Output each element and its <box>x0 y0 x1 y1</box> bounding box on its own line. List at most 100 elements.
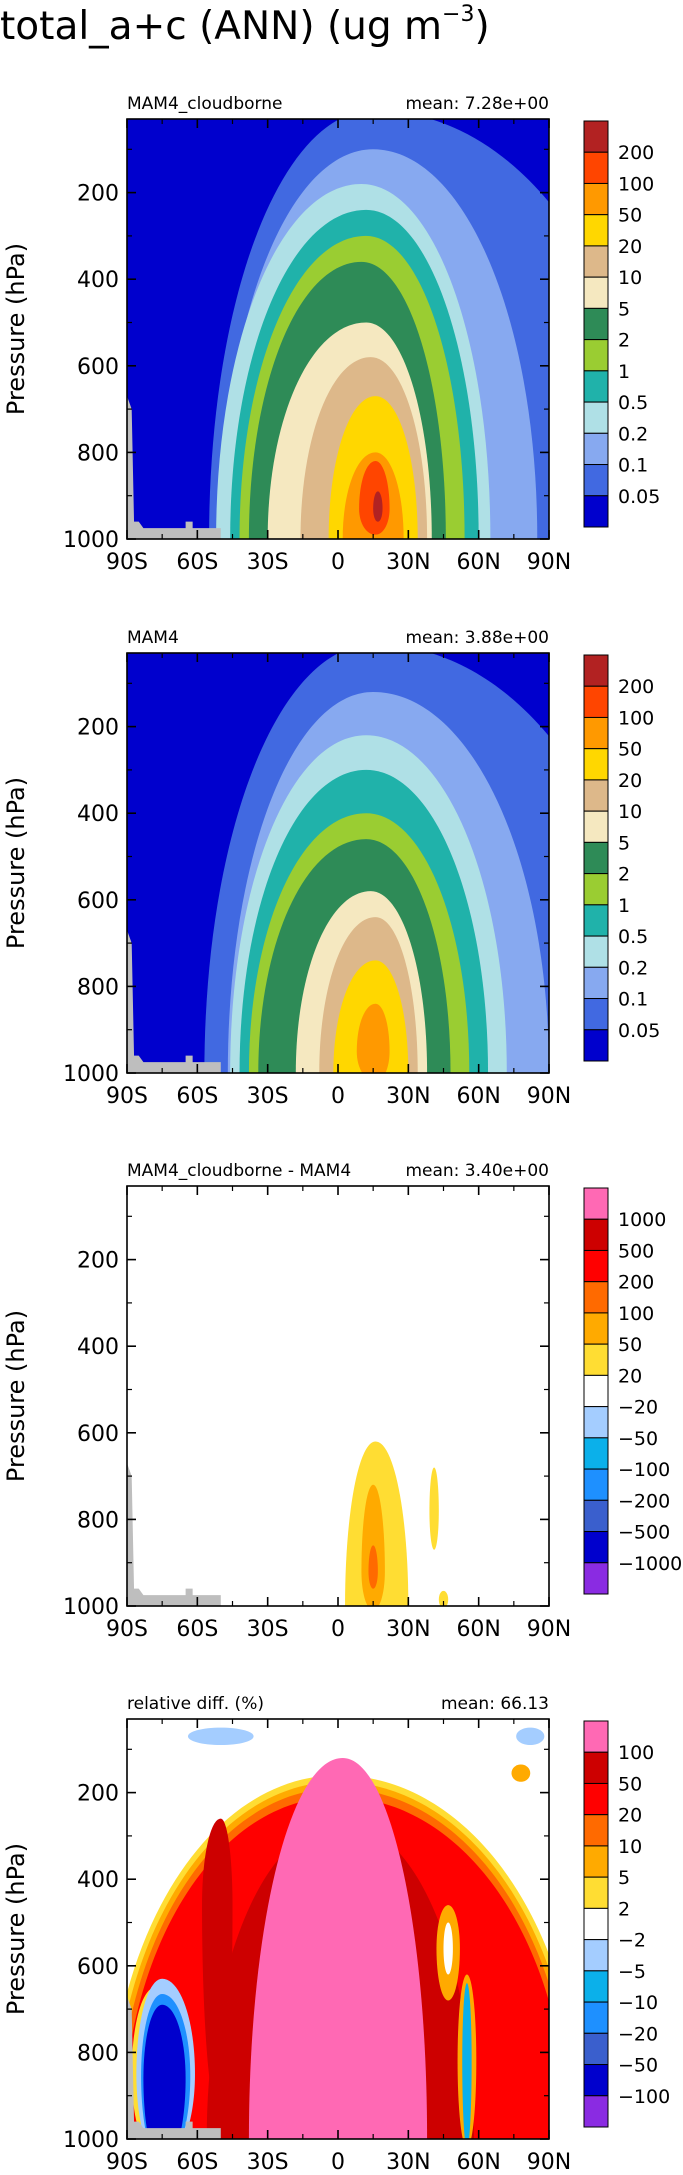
x-tick-label: 90N <box>527 2150 571 2175</box>
y-tick-label: 200 <box>77 182 119 207</box>
legend-swatch <box>583 1312 609 1345</box>
y-tick-label: 600 <box>77 1955 119 1980</box>
legend-swatch <box>583 1468 609 1501</box>
legend-swatch <box>583 120 609 153</box>
legend-label: 0.05 <box>618 486 660 508</box>
y-tick-label: 600 <box>77 355 119 380</box>
x-tick-label: 60S <box>176 1617 218 1642</box>
legend-swatch <box>583 779 609 812</box>
legend-swatch <box>583 432 609 466</box>
legend-label: 50 <box>618 1334 642 1356</box>
legend-swatch <box>583 1029 609 1062</box>
x-tick-label: 60N <box>456 2150 500 2175</box>
legend-label: 10 <box>618 801 642 823</box>
legend-swatch <box>583 1218 609 1251</box>
legend-swatch <box>583 810 609 843</box>
legend-label: 20 <box>618 1805 642 1827</box>
legend-label: −100 <box>618 1459 670 1481</box>
legend-label: 50 <box>618 739 642 761</box>
panel-title-right: mean: 66.13 <box>441 1694 549 1714</box>
x-tick-label: 90S <box>106 1084 148 1109</box>
x-tick-label: 30S <box>247 1084 289 1109</box>
contour-level-4 <box>429 1467 439 1550</box>
legend-label: −2 <box>618 1930 646 1952</box>
y-tick-label: 1000 <box>63 1062 119 1087</box>
contour-patch-3 <box>143 2004 186 2139</box>
y-tick-label: 800 <box>77 2041 119 2066</box>
contour-field <box>127 119 549 539</box>
legend-swatch <box>583 370 609 403</box>
legend-swatch <box>583 1281 609 1314</box>
y-tick-label: 400 <box>77 1335 119 1360</box>
legend-label: 10 <box>618 267 642 289</box>
panel-title-right: mean: 3.88e+00 <box>405 628 549 648</box>
legend-label: −10 <box>618 1992 658 2014</box>
x-tick-label: 30N <box>386 1617 430 1642</box>
legend-swatch <box>583 182 609 216</box>
contour-level-10 <box>356 1003 390 1073</box>
legend-swatch <box>583 1249 609 1283</box>
legend-swatch <box>583 339 609 372</box>
legend-swatch <box>583 307 609 341</box>
x-tick-label: 90N <box>527 1084 571 1109</box>
contour-patch-8 <box>187 1727 254 1745</box>
legend-label: 2 <box>618 1898 630 1920</box>
legend-swatch <box>583 1876 609 1909</box>
x-tick-label: 60S <box>176 2150 218 2175</box>
field-background <box>127 1186 549 1606</box>
x-tick-label: 60N <box>456 1084 500 1109</box>
x-tick-label: 30S <box>247 1617 289 1642</box>
x-tick-label: 60S <box>176 550 218 575</box>
contour-field <box>127 653 549 1073</box>
legend-label: 1 <box>618 361 630 383</box>
terrain-mask <box>127 396 221 539</box>
contour-level-5 <box>438 1590 449 1606</box>
legend-label: 200 <box>618 676 654 698</box>
legend-swatch <box>583 841 609 875</box>
legend-swatch <box>583 1907 609 1941</box>
legend-swatch <box>583 214 609 247</box>
y-tick-label: 600 <box>77 1422 119 1447</box>
legend-label: 0.2 <box>618 957 648 979</box>
legend-label: −50 <box>618 2055 658 2077</box>
legend-swatch <box>583 966 609 1000</box>
terrain-mask <box>127 1463 221 1606</box>
legend-label: 100 <box>618 1303 654 1325</box>
y-tick-label: 1000 <box>63 2128 119 2153</box>
legend-label: 5 <box>618 298 630 320</box>
x-tick-label: 0 <box>331 550 345 575</box>
x-tick-label: 90S <box>106 2150 148 2175</box>
legend-label: 1 <box>618 895 630 917</box>
legend-label: −1000 <box>618 1553 682 1575</box>
legend-swatch <box>583 748 609 781</box>
legend-label: −20 <box>618 1397 658 1419</box>
legend-label: 50 <box>618 205 642 227</box>
terrain-mask <box>127 1996 221 2139</box>
contour-patch-5 <box>462 1983 472 2139</box>
legend-label: 0.1 <box>618 989 648 1011</box>
legend-label: 2 <box>618 330 630 352</box>
x-tick-label: 0 <box>331 1084 345 1109</box>
legend-label: −500 <box>618 1522 670 1544</box>
legend-label: 2 <box>618 864 630 886</box>
title-superscript: −3 <box>442 2 475 27</box>
y-tick-label: 400 <box>77 268 119 293</box>
legend-swatch <box>583 1437 609 1470</box>
y-axis-label: Pressure (hPa) <box>2 243 30 415</box>
y-tick-label: 400 <box>77 1868 119 1893</box>
legend-label: 10 <box>618 1836 642 1858</box>
panel-title-left: relative diff. (%) <box>127 1694 264 1714</box>
legend-swatch <box>583 2032 609 2066</box>
y-tick-label: 800 <box>77 441 119 466</box>
legend-label: 0.2 <box>618 423 648 445</box>
legend-swatch <box>583 1406 609 1439</box>
y-tick-label: 200 <box>77 1782 119 1807</box>
figure-title: total_a+c (ANN) (ug m−3) <box>0 2 490 49</box>
legend-label: 200 <box>618 142 654 164</box>
contour-field <box>127 1186 549 1606</box>
legend-swatch <box>583 1751 609 1784</box>
legend-label: 100 <box>618 707 654 729</box>
y-axis-label: Pressure (hPa) <box>2 777 30 949</box>
legend-swatch <box>583 873 609 906</box>
